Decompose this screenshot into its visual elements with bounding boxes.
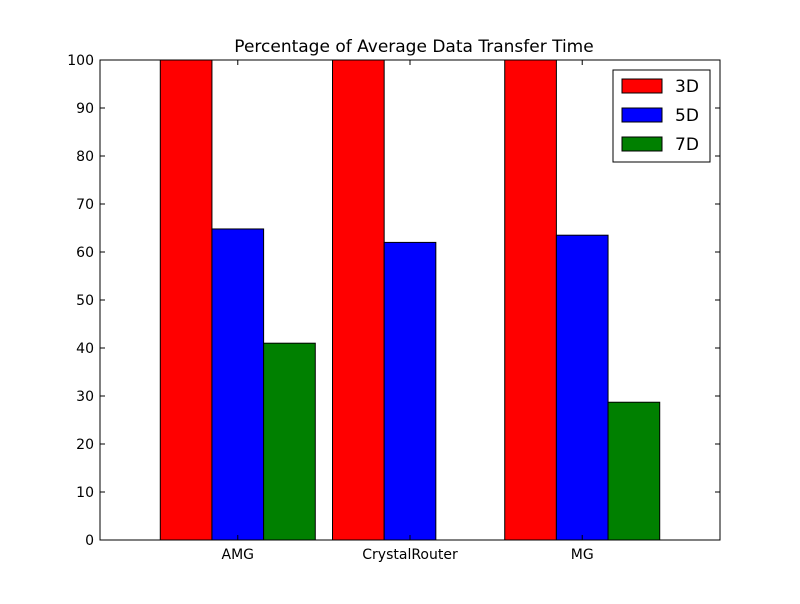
legend-label-7d: 7D (675, 135, 699, 155)
bar-3d-mg (504, 59, 557, 541)
legend-swatch-3d (621, 78, 663, 94)
legend-label-3d: 3D (675, 77, 699, 97)
x-tick-label: AMG (222, 547, 255, 563)
y-tick-label: 0 (85, 533, 94, 549)
y-tick-label: 90 (76, 101, 94, 117)
bar-5d-mg (555, 234, 609, 541)
y-tick-label: 80 (76, 149, 94, 165)
bars-group (159, 59, 661, 541)
legend-label-5d: 5D (675, 106, 699, 126)
y-tick-label: 50 (76, 293, 94, 309)
bar-5d-crystalrouter (383, 241, 437, 541)
y-tick-label: 30 (76, 389, 94, 405)
bar-3d-amg (159, 59, 213, 541)
y-tick-label: 70 (76, 197, 94, 213)
bar-5d-amg (211, 228, 265, 541)
legend-swatch-7d (621, 136, 663, 152)
bar-7d-mg (607, 401, 661, 541)
bar-3d-crystalrouter (332, 59, 385, 541)
legend: 3D 5D 7D (612, 69, 711, 163)
y-tick-label: 100 (67, 53, 94, 69)
y-tick-label: 40 (76, 341, 94, 357)
y-tick-label: 60 (76, 245, 94, 261)
axes-group: 0 10 20 30 40 50 60 70 80 90 100 AMG CrystalRouter MG (67, 53, 721, 563)
x-tick-label: CrystalRouter (362, 547, 458, 563)
y-tick-label: 10 (76, 485, 94, 501)
chart-title: Percentage of Average Data Transfer Time (234, 37, 593, 57)
bar-7d-amg (263, 342, 316, 541)
legend-swatch-5d (621, 107, 663, 123)
x-tick-label: MG (571, 547, 594, 563)
y-tick-label: 20 (76, 437, 94, 453)
